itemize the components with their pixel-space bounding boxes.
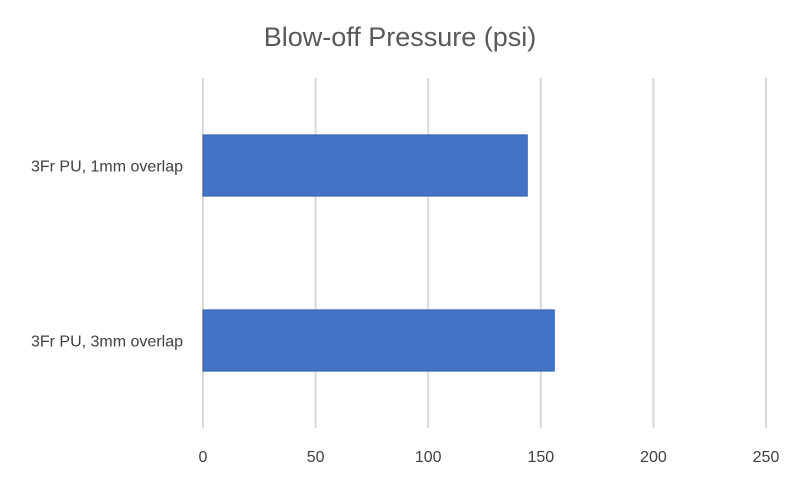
category-labels: 3Fr PU, 1mm overlap 3Fr PU, 3mm overlap <box>31 159 183 351</box>
x-tick-label: 250 <box>753 449 780 466</box>
x-tick-label: 50 <box>307 449 325 466</box>
x-tick-label: 0 <box>199 449 208 466</box>
bars <box>202 134 555 372</box>
category-label: 3Fr PU, 1mm overlap <box>31 159 183 176</box>
chart-title: Blow-off Pressure (psi) <box>264 22 537 52</box>
x-tick-label: 200 <box>640 449 667 466</box>
x-tick-label: 100 <box>415 449 442 466</box>
x-axis-ticks: 0 50 100 150 200 250 <box>199 449 780 466</box>
category-label: 3Fr PU, 3mm overlap <box>31 334 183 351</box>
x-tick-label: 150 <box>527 449 554 466</box>
bar <box>202 309 555 372</box>
gridlines <box>202 78 767 428</box>
bar <box>202 134 528 197</box>
